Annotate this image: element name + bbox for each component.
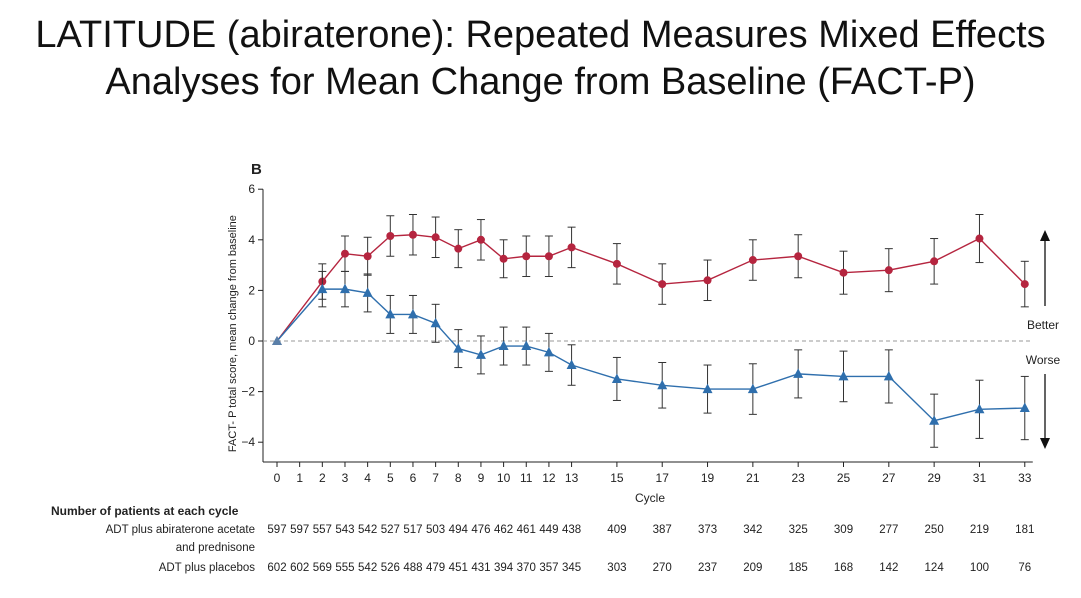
- x-tick-label: 27: [882, 471, 896, 485]
- placebo-point: [929, 415, 940, 425]
- x-tick-label: 17: [656, 471, 670, 485]
- panel-label: B: [251, 161, 262, 178]
- x-tick-label: 12: [542, 471, 556, 485]
- abiraterone-point: [544, 252, 553, 261]
- slide-title-line-1: LATITUDE (abiraterone): Repeated Measure…: [35, 14, 1046, 56]
- x-tick-label: 23: [792, 471, 806, 485]
- placebo-point: [521, 340, 532, 351]
- x-tick-label: 8: [455, 471, 462, 485]
- placebo-point: [453, 343, 464, 353]
- placebo-point: [974, 403, 985, 414]
- placebo-point: [566, 359, 577, 370]
- abiraterone-point: [522, 252, 531, 261]
- placebo-point: [475, 349, 486, 359]
- better-label: Better: [1027, 318, 1059, 332]
- placebo-point: [362, 287, 373, 297]
- abiraterone-point: [975, 234, 984, 243]
- abiraterone-point: [567, 243, 576, 252]
- placebo-point: [747, 383, 758, 394]
- x-tick-label: 29: [927, 471, 941, 485]
- slide-title-line-2: Analyses for Mean Change from Baseline (…: [105, 61, 976, 103]
- y-tick-label: 2: [248, 283, 255, 297]
- x-tick-label: 21: [746, 471, 760, 485]
- x-tick-label: 19: [701, 471, 715, 485]
- placebo-point: [339, 283, 350, 294]
- x-tick-label: 13: [565, 471, 579, 485]
- y-axis-label: FACT- P total score, mean change from ba…: [227, 215, 239, 452]
- abiraterone-point: [839, 268, 848, 277]
- placebo-point: [543, 346, 554, 357]
- abiraterone-point: [340, 249, 349, 258]
- x-tick-label: 31: [973, 471, 987, 485]
- x-tick-label: 7: [432, 471, 439, 485]
- x-tick-label: 33: [1018, 471, 1032, 485]
- y-tick-label: 0: [248, 334, 255, 348]
- placebo-point: [883, 370, 894, 381]
- placebo-series-line: [276, 288, 1025, 422]
- placebo-point: [657, 379, 668, 390]
- x-tick-label: 3: [342, 471, 349, 485]
- x-tick-label: 9: [478, 471, 485, 485]
- placebo-point: [838, 370, 849, 381]
- placebo-point: [385, 308, 396, 319]
- abiraterone-point: [499, 254, 508, 263]
- x-tick-label: 11: [520, 471, 533, 485]
- slide-title: LATITUDE (abiraterone): Repeated Measure…: [0, 12, 1081, 106]
- y-tick-label: −2: [241, 385, 255, 399]
- abiraterone-series-line: [276, 234, 1026, 342]
- worse-arrow-head: [1040, 438, 1050, 449]
- abiraterone-point: [930, 257, 939, 266]
- abiraterone-point: [476, 235, 485, 244]
- abiraterone-point: [884, 266, 893, 275]
- abiraterone-point: [454, 244, 463, 253]
- worse-label: Worse: [1026, 353, 1061, 367]
- x-tick-label: 2: [319, 471, 326, 485]
- placebo-point: [702, 383, 713, 394]
- placebo-point: [611, 373, 622, 383]
- abiraterone-point: [386, 232, 395, 241]
- y-tick-label: −4: [241, 435, 255, 449]
- abiraterone-point: [612, 259, 621, 268]
- placebo-point: [407, 308, 418, 319]
- baseline-marker: [272, 336, 282, 345]
- better-arrow-head: [1040, 230, 1050, 241]
- x-tick-label: 10: [497, 471, 511, 485]
- abiraterone-point: [794, 252, 803, 261]
- x-tick-label: 6: [410, 471, 417, 485]
- abiraterone-point: [408, 230, 417, 239]
- abiraterone-point: [703, 276, 712, 285]
- placebo-point: [793, 368, 804, 378]
- x-tick-label: 15: [610, 471, 624, 485]
- x-tick-label: 25: [837, 471, 851, 485]
- abiraterone-point: [748, 256, 757, 265]
- x-tick-label: 1: [296, 471, 303, 485]
- placebo-point: [1019, 402, 1030, 413]
- y-tick-label: 4: [248, 233, 255, 247]
- x-axis-label: Cycle: [635, 491, 665, 505]
- placebo-point: [498, 340, 509, 351]
- placebo-point: [430, 317, 441, 328]
- x-tick-label: 4: [364, 471, 371, 485]
- abiraterone-point: [1020, 280, 1029, 289]
- abiraterone-point: [363, 252, 372, 261]
- x-tick-label: 0: [274, 471, 281, 485]
- placebo-point: [317, 283, 328, 294]
- x-tick-label: 5: [387, 471, 394, 485]
- y-tick-label: 6: [248, 182, 255, 196]
- abiraterone-point: [431, 233, 440, 242]
- abiraterone-point: [658, 280, 667, 289]
